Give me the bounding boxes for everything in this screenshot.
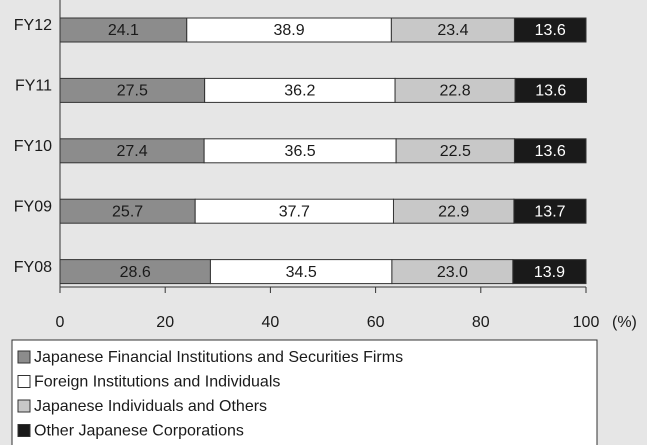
data-label: 24.1 <box>108 22 139 39</box>
data-label: 13.6 <box>535 143 566 160</box>
bar-segment <box>59 259 211 285</box>
data-label: 13.6 <box>535 83 566 100</box>
data-label: 25.7 <box>112 203 143 220</box>
legend-swatch <box>17 375 31 388</box>
x-tick-label: 80 <box>472 314 490 331</box>
data-label: 22.5 <box>440 143 471 160</box>
x-tick-label: 20 <box>156 314 174 331</box>
data-label: 22.8 <box>439 83 470 100</box>
bar-segment <box>394 77 516 103</box>
data-label: 37.7 <box>279 203 310 220</box>
data-label: 23.0 <box>437 264 468 281</box>
data-label: 38.9 <box>274 22 305 39</box>
legend-label: Other Japanese Corporations <box>34 423 244 440</box>
bar-segment <box>203 138 397 164</box>
bar-segment <box>514 77 588 103</box>
bar-segment <box>186 17 392 43</box>
data-label: 13.6 <box>535 22 566 39</box>
legend-label: Japanese Financial Institutions and Secu… <box>34 349 403 366</box>
data-label: 22.9 <box>438 203 469 220</box>
y-tick-label: FY10 <box>14 138 52 155</box>
bar-segment <box>194 198 394 224</box>
legend-swatch <box>17 424 31 437</box>
data-label: 28.6 <box>120 264 151 281</box>
x-tick-label: 60 <box>367 314 385 331</box>
data-label: 34.5 <box>286 264 317 281</box>
bar-segment <box>59 138 205 164</box>
bar-segment <box>513 138 587 164</box>
data-label: 27.4 <box>116 143 147 160</box>
legend-label: Japanese Individuals and Others <box>34 398 267 415</box>
data-label: 13.9 <box>534 264 565 281</box>
legend-swatch <box>17 399 31 413</box>
bar-segment <box>209 259 393 285</box>
x-tick-label: 100 <box>573 314 600 331</box>
bar-segment <box>390 17 515 43</box>
bar-segment <box>392 198 515 224</box>
legend-label: Foreign Institutions and Individuals <box>34 374 280 391</box>
bar-segment <box>59 17 188 43</box>
x-tick-label: 0 <box>56 314 65 331</box>
x-tick-label: 40 <box>262 314 280 331</box>
bar-segment <box>204 77 396 103</box>
bar-segment <box>395 138 515 164</box>
legend-swatch <box>17 350 31 364</box>
y-tick-label: FY09 <box>14 198 52 215</box>
bar-segment <box>59 198 196 224</box>
bar-segment <box>513 17 587 43</box>
bar-segment <box>513 198 587 224</box>
data-label: 27.5 <box>117 83 148 100</box>
data-label: 23.4 <box>437 22 468 39</box>
bar-segment <box>59 77 206 103</box>
data-label: 36.5 <box>285 143 316 160</box>
data-label: 13.7 <box>534 203 565 220</box>
data-label: 36.2 <box>284 83 315 100</box>
y-tick-label: FY12 <box>14 17 52 34</box>
y-tick-label: FY11 <box>15 78 52 95</box>
x-axis-label: (%) <box>612 314 637 331</box>
y-tick-label: FY08 <box>14 259 52 276</box>
bar-segment <box>512 259 587 285</box>
legend-box <box>11 339 598 445</box>
